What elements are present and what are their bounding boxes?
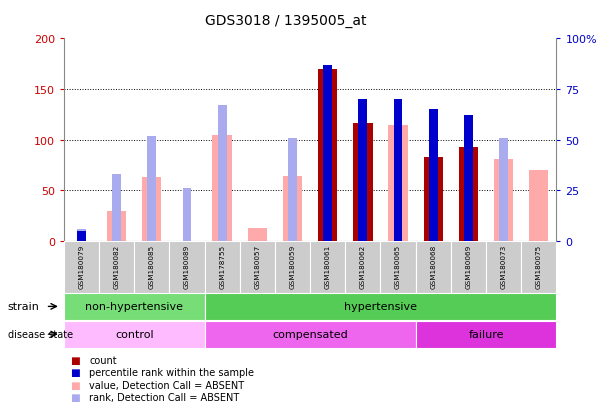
Bar: [288, 138, 297, 242]
Bar: [464, 116, 473, 242]
Text: non-hypertensive: non-hypertensive: [85, 301, 183, 312]
Bar: [247, 228, 267, 242]
Text: GSM180057: GSM180057: [254, 244, 260, 288]
Bar: [464, 131, 473, 242]
Bar: [318, 69, 337, 242]
Bar: [458, 147, 478, 242]
Text: hypertensive: hypertensive: [344, 301, 417, 312]
Bar: [170, 242, 204, 293]
Text: GSM180068: GSM180068: [430, 244, 436, 288]
Text: count: count: [89, 355, 117, 365]
Bar: [204, 321, 416, 348]
Bar: [416, 321, 556, 348]
Text: GSM180059: GSM180059: [289, 244, 295, 288]
Bar: [204, 293, 556, 320]
Text: failure: failure: [468, 329, 503, 339]
Bar: [416, 242, 451, 293]
Text: control: control: [115, 329, 153, 339]
Bar: [323, 66, 332, 242]
Bar: [529, 171, 548, 242]
Text: GSM180089: GSM180089: [184, 244, 190, 288]
Bar: [182, 189, 192, 242]
Bar: [499, 138, 508, 242]
Text: GSM180079: GSM180079: [78, 244, 85, 288]
Bar: [112, 175, 121, 242]
Text: GSM180061: GSM180061: [325, 244, 331, 288]
Bar: [345, 242, 381, 293]
Bar: [353, 123, 373, 242]
Text: GDS3018 / 1395005_at: GDS3018 / 1395005_at: [205, 14, 367, 28]
Bar: [134, 242, 170, 293]
Bar: [310, 242, 345, 293]
Text: ■: ■: [70, 392, 80, 402]
Bar: [204, 242, 240, 293]
Bar: [275, 242, 310, 293]
Bar: [218, 106, 227, 242]
Text: GSM180073: GSM180073: [500, 244, 506, 288]
Bar: [147, 136, 156, 242]
Text: percentile rank within the sample: percentile rank within the sample: [89, 368, 254, 377]
Text: GSM180082: GSM180082: [114, 244, 120, 288]
Bar: [107, 211, 126, 242]
Text: GSM180069: GSM180069: [465, 244, 471, 288]
Text: GSM180075: GSM180075: [536, 244, 542, 288]
Bar: [142, 178, 162, 242]
Bar: [451, 242, 486, 293]
Bar: [283, 177, 302, 242]
Text: disease state: disease state: [8, 329, 73, 339]
Bar: [393, 100, 402, 242]
Bar: [429, 110, 438, 242]
Bar: [521, 242, 556, 293]
Text: GSM180065: GSM180065: [395, 244, 401, 288]
Bar: [99, 242, 134, 293]
Bar: [212, 135, 232, 242]
Bar: [389, 125, 408, 242]
Bar: [64, 321, 204, 348]
Text: strain: strain: [8, 301, 40, 312]
Bar: [381, 242, 416, 293]
Text: value, Detection Call = ABSENT: value, Detection Call = ABSENT: [89, 380, 244, 390]
Text: ■: ■: [70, 368, 80, 377]
Bar: [77, 230, 86, 242]
Text: rank, Detection Call = ABSENT: rank, Detection Call = ABSENT: [89, 392, 240, 402]
Bar: [424, 158, 443, 242]
Bar: [64, 293, 204, 320]
Bar: [494, 160, 513, 242]
Text: ■: ■: [70, 380, 80, 390]
Bar: [77, 231, 86, 242]
Text: compensated: compensated: [272, 329, 348, 339]
Bar: [486, 242, 521, 293]
Text: ■: ■: [70, 355, 80, 365]
Bar: [359, 100, 367, 242]
Text: GSM178755: GSM178755: [219, 244, 225, 288]
Text: GSM180085: GSM180085: [149, 244, 155, 288]
Bar: [240, 242, 275, 293]
Text: GSM180062: GSM180062: [360, 244, 366, 288]
Bar: [64, 242, 99, 293]
